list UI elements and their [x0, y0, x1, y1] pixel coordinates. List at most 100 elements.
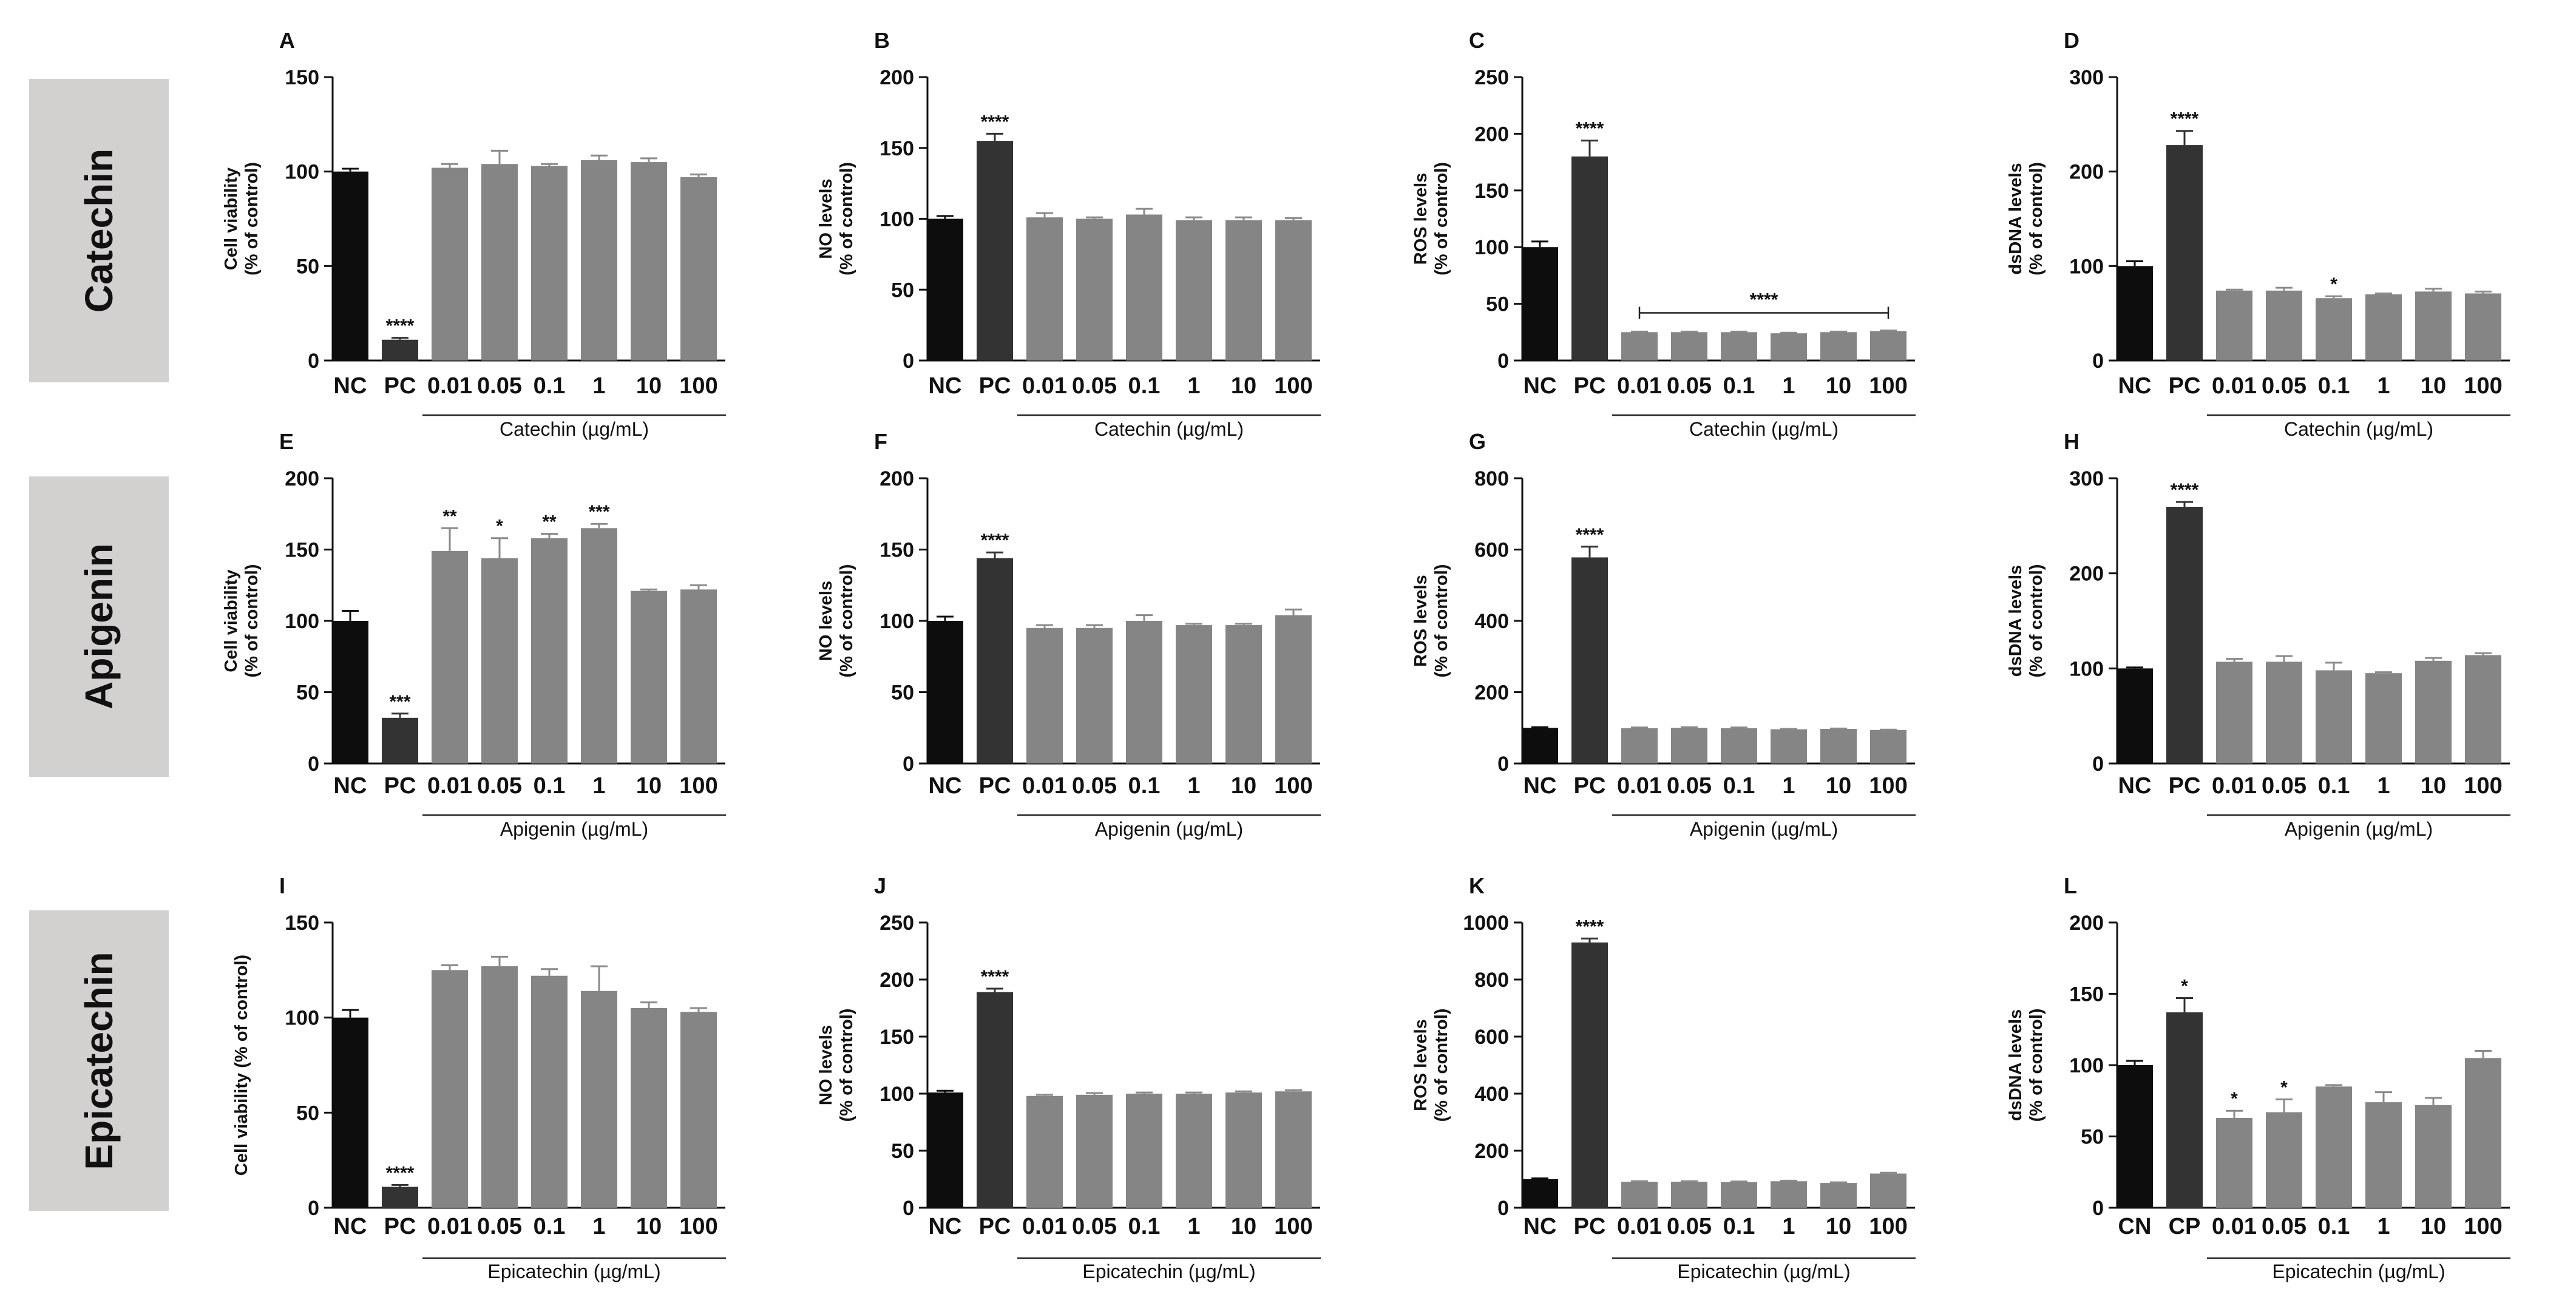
category-label: 10: [1231, 1214, 1256, 1239]
y-axis-label: (% of control): [2027, 1009, 2046, 1122]
category-label: PC: [384, 773, 416, 799]
row-label-catechin-text: Catechin: [77, 149, 121, 313]
category-label: 0.1: [1723, 773, 1755, 799]
chart-panel-e: E 0 50 100 150 200 Cell viability (% of control…: [222, 429, 726, 840]
bar: [1522, 1179, 1558, 1208]
category-label: 1: [1782, 1214, 1795, 1239]
y-tick-label: 0: [903, 350, 914, 373]
bar: [631, 162, 667, 361]
x-axis-label: Catechin (µg/mL): [500, 418, 649, 440]
bar: [2117, 1065, 2153, 1208]
category-label: 10: [636, 373, 662, 399]
category-label: 0.01: [427, 773, 472, 799]
x-axis-label: Apigenin (µg/mL): [500, 818, 648, 840]
category-label: 0.1: [534, 773, 566, 799]
category-label: NC: [334, 373, 367, 399]
bar: [977, 992, 1013, 1208]
chart-panel-h: H 0 100 200 300 dsDNA levels (% of control) NC *…: [2006, 429, 2510, 840]
category-label: 100: [1869, 373, 1907, 399]
y-axis-label: dsDNA levels: [2006, 163, 2025, 274]
y-axis-label: (% of control): [1432, 162, 1451, 276]
category-label: NC: [1524, 1214, 1557, 1239]
y-tick-label: 0: [2092, 350, 2104, 373]
bar: [1621, 1182, 1658, 1208]
category-label: 100: [679, 773, 717, 799]
category-label: 10: [1826, 1214, 1851, 1239]
significance-label: **: [542, 512, 557, 532]
bar: [2465, 655, 2501, 763]
bar: [1126, 214, 1162, 361]
panel-letter: C: [1469, 28, 1485, 53]
category-label: 1: [1782, 773, 1795, 799]
bar: [2266, 1112, 2302, 1208]
x-axis-label: Apigenin (µg/mL): [1690, 818, 1838, 840]
y-axis-label: (% of control): [837, 564, 856, 678]
category-label: 0.1: [1128, 373, 1161, 399]
category-label: PC: [2169, 773, 2201, 799]
y-tick-label: 50: [1486, 293, 1509, 316]
y-tick-label: 100: [880, 208, 914, 231]
x-axis-label: Catechin (µg/mL): [2284, 418, 2433, 440]
category-label: PC: [979, 373, 1011, 399]
significance-label: ****: [2171, 109, 2199, 129]
category-label: 0.05: [1667, 1214, 1712, 1239]
bar: [2166, 145, 2203, 361]
panel-letter: I: [279, 873, 285, 898]
bar: [1225, 1092, 1262, 1208]
y-tick-label: 50: [296, 682, 319, 705]
bar: [2117, 668, 2153, 763]
y-axis-label: NO levels: [816, 1025, 836, 1105]
chart-panel-a: A 0 50 100 150 Cell viability (% of control) NC…: [222, 28, 726, 440]
y-tick-label: 150: [880, 137, 914, 160]
y-tick-label: 200: [2069, 912, 2104, 935]
bar: [2365, 673, 2402, 763]
bar: [1671, 1182, 1707, 1208]
category-label: PC: [979, 773, 1011, 799]
y-tick-label: 200: [880, 467, 914, 490]
bar: [1870, 1173, 1907, 1208]
category-label: PC: [1574, 373, 1606, 399]
category-label: 0.05: [477, 773, 522, 799]
row-label-epicatechin-text: Epicatechin: [77, 952, 121, 1170]
panel-letter: F: [874, 429, 887, 454]
y-tick-label: 300: [2069, 467, 2104, 490]
chart-panel-l: L 0 50 100 150 200 dsDNA levels (% of control) C…: [2006, 873, 2510, 1282]
bar: [977, 558, 1013, 763]
category-label: PC: [2169, 373, 2201, 399]
panel-letter: K: [1469, 873, 1485, 898]
y-axis-label: (% of control): [2027, 162, 2046, 276]
y-axis-label: ROS levels: [1411, 575, 1431, 667]
bar: [1026, 1095, 1063, 1208]
bar: [1076, 218, 1113, 361]
y-tick-label: 400: [1474, 1083, 1509, 1106]
y-axis-label: ROS levels: [1411, 1019, 1431, 1111]
y-tick-label: 200: [1474, 682, 1509, 705]
bar: [1176, 1094, 1212, 1208]
bar: [680, 1012, 717, 1208]
bar: [332, 621, 368, 763]
bar: [432, 168, 468, 361]
significance-label: *: [2280, 1077, 2288, 1097]
y-tick-label: 50: [2081, 1126, 2104, 1149]
y-tick-label: 0: [903, 753, 914, 776]
bar: [1671, 728, 1707, 763]
bar: [1026, 628, 1063, 763]
bar: [1870, 331, 1907, 361]
bar: [2415, 1105, 2452, 1208]
bar: [2266, 290, 2302, 361]
chart-panel-g: G 0 200 400 600 800 ROS levels (% of control) NC…: [1411, 429, 1916, 840]
y-tick-label: 0: [903, 1197, 914, 1220]
category-label: 0.1: [2318, 373, 2350, 399]
bar: [1771, 729, 1807, 763]
bar: [1820, 1183, 1857, 1208]
y-tick-label: 0: [1497, 350, 1509, 373]
bar: [1522, 728, 1558, 763]
significance-label: ****: [981, 530, 1009, 550]
bar: [432, 550, 468, 763]
category-label: 100: [2464, 373, 2502, 399]
significance-label: **: [442, 506, 457, 526]
category-label: 10: [2421, 773, 2446, 799]
row-label-epicatechin-box: [29, 910, 169, 1211]
bar: [977, 141, 1013, 361]
y-tick-label: 50: [296, 1102, 319, 1125]
